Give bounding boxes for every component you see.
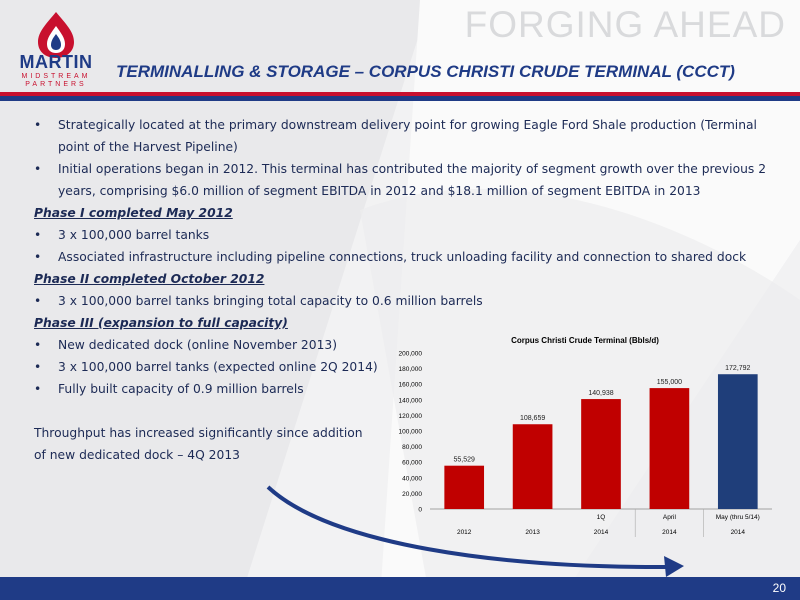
data-label: 172,792: [725, 365, 750, 372]
data-label: 140,938: [588, 390, 613, 397]
company-logo: [38, 12, 74, 58]
phase-1-bullet-tanks: 3 x 100,000 barrel tanks: [34, 224, 774, 246]
logo-subtitle-1: MIDSTREAM: [21, 73, 91, 80]
x-tick-label: 2014: [731, 529, 746, 536]
x-tick-label: 2014: [662, 529, 677, 536]
title-rule-blue: [0, 96, 800, 101]
y-tick-label: 80,000: [402, 444, 422, 451]
phase-3-bullet-tanks: 3 x 100,000 barrel tanks (expected onlin…: [34, 356, 774, 378]
phase-3-bullet-capacity: Fully built capacity of 0.9 million barr…: [34, 378, 774, 400]
data-label: 108,659: [520, 415, 545, 422]
slide-body: Strategically located at the primary dow…: [34, 114, 774, 466]
y-tick-label: 140,000: [399, 397, 423, 404]
phase-3-heading: Phase III (expansion to full capacity): [34, 316, 288, 330]
throughput-line-2: of new dedicated dock – 4Q 2013: [34, 448, 240, 462]
throughput-bar-chart: Corpus Christi Crude Terminal (Bbls/d) 0…: [399, 336, 772, 537]
phase-2-bullet-tanks: 3 x 100,000 barrel tanks bringing total …: [34, 290, 774, 312]
bullet-location: Strategically located at the primary dow…: [34, 114, 774, 158]
logo-subtitle-2: PARTNERS: [25, 81, 87, 88]
page-number: 20: [772, 581, 786, 595]
tagline-watermark: FORGING AHEAD: [464, 4, 786, 45]
phase-3-bullet-dock: New dedicated dock (online November 2013…: [34, 334, 774, 356]
chart-title: Corpus Christi Crude Terminal (Bbls/d): [511, 336, 659, 345]
y-tick-label: 20,000: [402, 491, 422, 498]
y-tick-label: 180,000: [399, 366, 423, 373]
x-tick-label: 2013: [525, 529, 540, 536]
bar: [444, 465, 485, 509]
bullet-initial-operations: Initial operations began in 2012. This t…: [34, 158, 774, 202]
y-tick-label: 200,000: [399, 351, 423, 358]
slide-title: TERMINALLING & STORAGE – CORPUS CHRISTI …: [116, 62, 735, 81]
x-tick-label: 1Q: [597, 514, 606, 521]
logo-wordmark: MARTIN: [19, 52, 93, 72]
phase-2-heading: Phase II completed October 2012: [34, 272, 265, 286]
x-tick-label: 2014: [594, 529, 609, 536]
x-tick-label: 2012: [457, 529, 472, 536]
phase-1-bullet-infrastructure: Associated infrastructure including pipe…: [34, 246, 774, 268]
y-tick-label: 0: [418, 507, 422, 514]
phase-1-heading: Phase I completed May 2012: [34, 206, 233, 220]
data-label: 155,000: [657, 379, 682, 386]
y-tick-label: 160,000: [399, 382, 423, 389]
y-tick-label: 40,000: [402, 475, 422, 482]
bar: [581, 399, 621, 509]
bar: [717, 374, 758, 509]
y-tick-label: 60,000: [402, 460, 422, 467]
bar: [512, 424, 553, 509]
throughput-line-1: Throughput has increased significantly s…: [34, 426, 363, 440]
y-tick-label: 120,000: [399, 413, 423, 420]
y-tick-label: 100,000: [399, 429, 423, 436]
footer-bar: 20: [0, 577, 800, 600]
x-tick-label: May (thru 5/14): [716, 514, 760, 521]
x-tick-label: April: [663, 514, 677, 521]
title-rule-red: [0, 92, 800, 96]
data-label: 55,529: [453, 457, 475, 464]
bar: [649, 388, 690, 509]
